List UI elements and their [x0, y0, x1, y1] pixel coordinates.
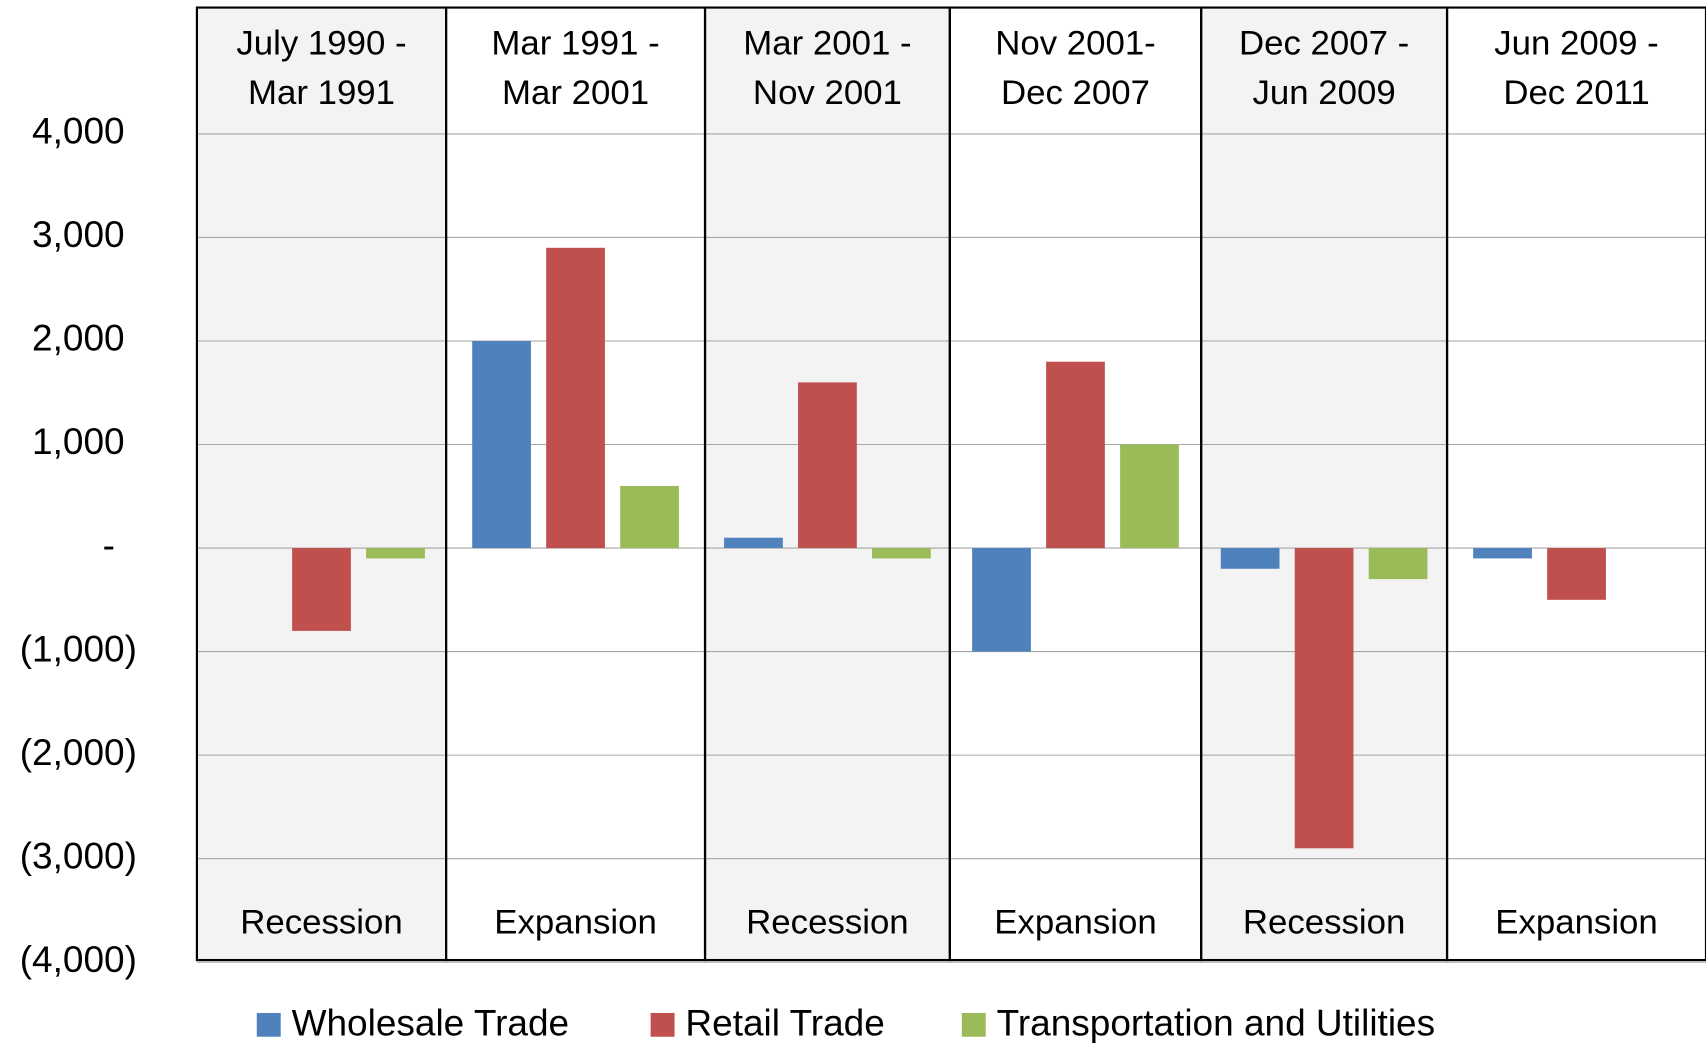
period-label: Mar 2001 - [743, 25, 911, 63]
bar [546, 247, 605, 549]
period-label: Nov 2001 [753, 74, 902, 112]
period-panel [1447, 7, 1706, 961]
phase-label: Recession [240, 904, 402, 942]
y-tick-label: 2,000 [32, 318, 125, 359]
legend-swatch [650, 1012, 675, 1037]
period-label: Nov 2001- [995, 25, 1156, 63]
legend-label: Transportation and Utilities [997, 1003, 1436, 1044]
period-label: Dec 2011 [1503, 74, 1649, 112]
y-tick-label: (4,000) [20, 939, 137, 980]
y-tick-label: (1,000) [20, 628, 137, 669]
phase-label: Expansion [494, 904, 657, 942]
period-label: Mar 2001 [502, 74, 649, 112]
phase-label: Recession [1243, 904, 1405, 942]
bar [1368, 548, 1428, 580]
bar [972, 548, 1031, 652]
legend-label: Wholesale Trade [292, 1003, 570, 1044]
y-tick-label: 1,000 [32, 421, 125, 462]
period-label: Dec 2007 - [1239, 25, 1409, 63]
bar [366, 548, 425, 559]
period-label: July 1990 - [236, 25, 406, 63]
legend-label: Retail Trade [685, 1003, 884, 1044]
y-tick-label: 4,000 [32, 111, 125, 152]
period-label: Jun 2009 - [1494, 25, 1658, 63]
bar [1473, 548, 1532, 559]
bar [872, 548, 931, 559]
phase-label: Recession [746, 904, 908, 942]
bar [1220, 548, 1280, 569]
period-label: Mar 1991 - [491, 25, 659, 63]
bar [798, 382, 857, 549]
period-label: Dec 2007 [1001, 74, 1150, 112]
y-tick-label: - [103, 525, 115, 566]
y-tick-label: 3,000 [32, 214, 125, 255]
bar [1294, 548, 1354, 849]
period-panel [196, 7, 447, 961]
legend-swatch [961, 1012, 986, 1037]
bar [472, 340, 531, 549]
bar [620, 485, 679, 549]
y-tick-label: (2,000) [20, 732, 137, 773]
bar [1046, 361, 1105, 549]
bar [724, 537, 783, 549]
bar [1120, 444, 1179, 549]
period-label: Jun 2009 [1253, 74, 1396, 112]
phase-label: Expansion [994, 904, 1157, 942]
legend-swatch [256, 1012, 281, 1037]
y-tick-label: (3,000) [20, 835, 137, 876]
bar [292, 548, 351, 631]
period-label: Mar 1991 [248, 74, 395, 112]
panel-border [1445, 6, 1706, 962]
bar [1547, 548, 1606, 600]
phase-label: Expansion [1495, 904, 1658, 942]
